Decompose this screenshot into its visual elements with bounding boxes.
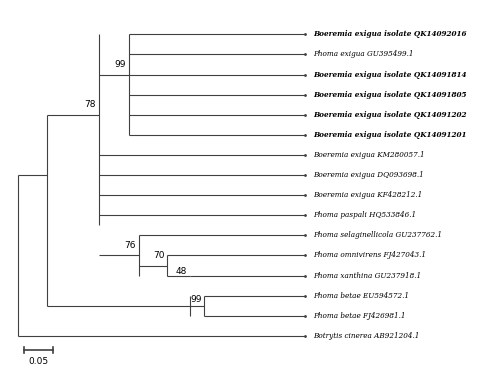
Text: Phoma selaginellicola GU237762.1: Phoma selaginellicola GU237762.1 (313, 231, 442, 239)
Text: 76: 76 (124, 241, 136, 250)
Text: Boeremia exigua isolate QK14091202: Boeremia exigua isolate QK14091202 (313, 111, 466, 119)
Text: Phoma exigua GU395499.1: Phoma exigua GU395499.1 (313, 50, 414, 58)
Text: 70: 70 (153, 251, 164, 260)
Text: 48: 48 (176, 267, 188, 276)
Text: 99: 99 (190, 295, 202, 304)
Text: Boeremia exigua KM280057.1: Boeremia exigua KM280057.1 (313, 151, 425, 159)
Text: 78: 78 (84, 100, 96, 109)
Text: Botrytis cinerea AB921204.1: Botrytis cinerea AB921204.1 (313, 332, 420, 340)
Text: Boeremia exigua isolate QK14091814: Boeremia exigua isolate QK14091814 (313, 71, 466, 78)
Text: Boeremia exigua isolate QK14091201: Boeremia exigua isolate QK14091201 (313, 131, 466, 139)
Text: 0.05: 0.05 (28, 357, 48, 366)
Text: Boeremia exigua DQ093698.1: Boeremia exigua DQ093698.1 (313, 171, 424, 179)
Text: Boeremia exigua isolate QK14091805: Boeremia exigua isolate QK14091805 (313, 91, 466, 99)
Text: Phoma omnivirens FJ427043.1: Phoma omnivirens FJ427043.1 (313, 252, 426, 259)
Text: Phoma betae EU594572.1: Phoma betae EU594572.1 (313, 292, 409, 300)
Text: Phoma xanthina GU237918.1: Phoma xanthina GU237918.1 (313, 272, 422, 280)
Text: Phoma paspali HQ533846.1: Phoma paspali HQ533846.1 (313, 211, 416, 219)
Text: Boeremia exigua KF428212.1: Boeremia exigua KF428212.1 (313, 191, 422, 199)
Text: 99: 99 (114, 60, 126, 69)
Text: Boeremia exigua isolate QK14092016: Boeremia exigua isolate QK14092016 (313, 30, 466, 38)
Text: Phoma betae FJ426981.1: Phoma betae FJ426981.1 (313, 312, 406, 320)
